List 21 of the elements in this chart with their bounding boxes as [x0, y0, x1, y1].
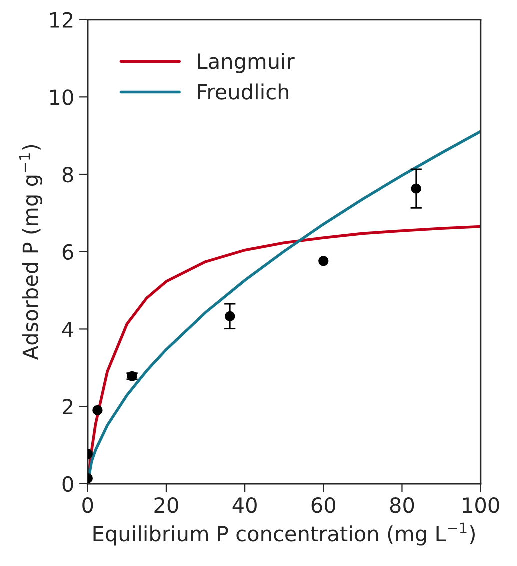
- x-tick-label: 0: [82, 497, 94, 514]
- x-tick-label: 20: [154, 497, 178, 514]
- x-tick-label: 60: [312, 497, 336, 514]
- y-tick-label: 8: [62, 166, 74, 183]
- y-tick-label: 0: [62, 476, 74, 492]
- y-tick-label: 4: [62, 322, 74, 338]
- x-tick-label: 40: [232, 497, 257, 514]
- point: [411, 184, 422, 194]
- y-axis-title: Adsorbed P (mg g$^{−1}$): [20, 145, 42, 360]
- x-tick-label: 80: [390, 497, 414, 514]
- x-tick-label: 100: [463, 497, 500, 514]
- y-tick-label: 2: [62, 399, 73, 414]
- point: [92, 405, 103, 416]
- x-axis-title: Equilibrium P concentration (mg L$^{−1}$): [94, 522, 475, 546]
- point: [225, 311, 236, 322]
- y-tick-label: 12: [50, 12, 73, 28]
- point: [318, 256, 329, 266]
- legend-label: Langmuir: [198, 53, 295, 74]
- y-tick-label: 10: [50, 90, 74, 106]
- y-tick-label: 6: [62, 244, 74, 260]
- legend-label: Freudlich: [198, 84, 289, 100]
